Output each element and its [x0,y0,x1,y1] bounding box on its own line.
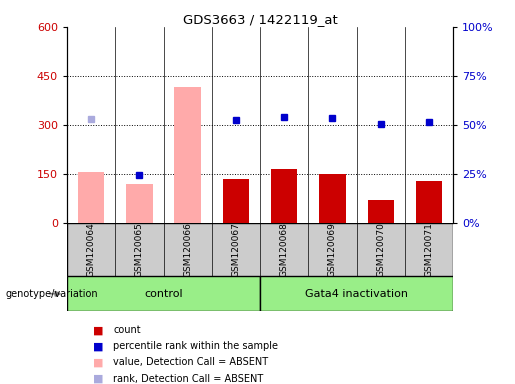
FancyBboxPatch shape [67,276,260,311]
Text: count: count [113,325,141,335]
Bar [416,181,442,223]
Text: percentile rank within the sample: percentile rank within the sample [113,341,278,351]
Bar [175,87,201,223]
Bar [222,179,249,223]
Text: ■: ■ [93,325,103,335]
Text: ■: ■ [93,341,103,351]
Text: GSM120071: GSM120071 [424,222,434,277]
Text: GSM120066: GSM120066 [183,222,192,277]
Text: value, Detection Call = ABSENT: value, Detection Call = ABSENT [113,358,268,367]
Bar [126,184,152,223]
Text: GSM120069: GSM120069 [328,222,337,277]
Text: control: control [144,289,183,299]
Bar [78,172,105,223]
Bar [271,169,298,223]
Text: rank, Detection Call = ABSENT: rank, Detection Call = ABSENT [113,374,264,384]
Title: GDS3663 / 1422119_at: GDS3663 / 1422119_at [183,13,337,26]
Bar [368,200,394,223]
Text: genotype/variation: genotype/variation [5,289,98,299]
Text: GSM120070: GSM120070 [376,222,385,277]
Bar [319,174,346,223]
Text: GSM120065: GSM120065 [135,222,144,277]
Text: ■: ■ [93,374,103,384]
Text: GSM120064: GSM120064 [87,222,96,277]
Text: Gata4 inactivation: Gata4 inactivation [305,289,408,299]
FancyBboxPatch shape [260,276,453,311]
Text: ■: ■ [93,358,103,367]
FancyBboxPatch shape [67,223,453,276]
Text: GSM120068: GSM120068 [280,222,289,277]
Text: GSM120067: GSM120067 [231,222,241,277]
